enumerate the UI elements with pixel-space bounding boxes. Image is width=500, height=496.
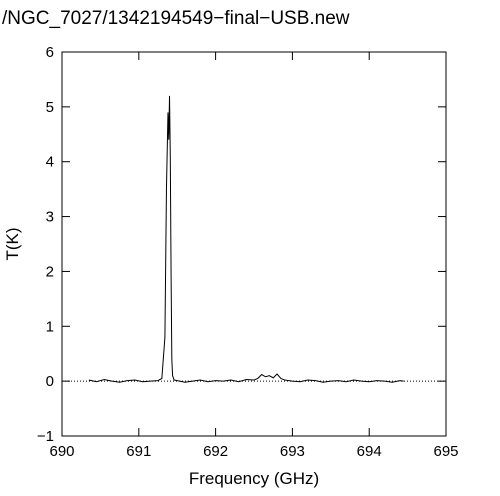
y-tick-label: 6 [46,44,54,61]
x-tick-label: 690 [49,443,74,460]
x-tick-label: 693 [280,443,305,460]
y-tick-label: 3 [46,209,54,226]
x-tick-label: 691 [126,443,151,460]
x-tick-label: 694 [357,443,382,460]
x-axis-label: Frequency (GHz) [189,469,319,488]
plot-frame [61,51,447,437]
y-tick-label: 2 [46,263,54,280]
x-tick-label: 692 [203,443,228,460]
y-tick-label: 4 [46,154,54,171]
x-tick-label: 695 [433,443,458,460]
y-tick-label: 1 [46,318,54,335]
spectrum-line [88,95,404,383]
y-tick-label: 0 [46,373,54,390]
y-tick-label: 5 [46,99,54,116]
chart-title: /NGC_7027/1342194549−final−USB.new [2,8,350,29]
y-axis-label: T(K) [3,227,22,260]
y-tick-label: −1 [37,428,54,445]
